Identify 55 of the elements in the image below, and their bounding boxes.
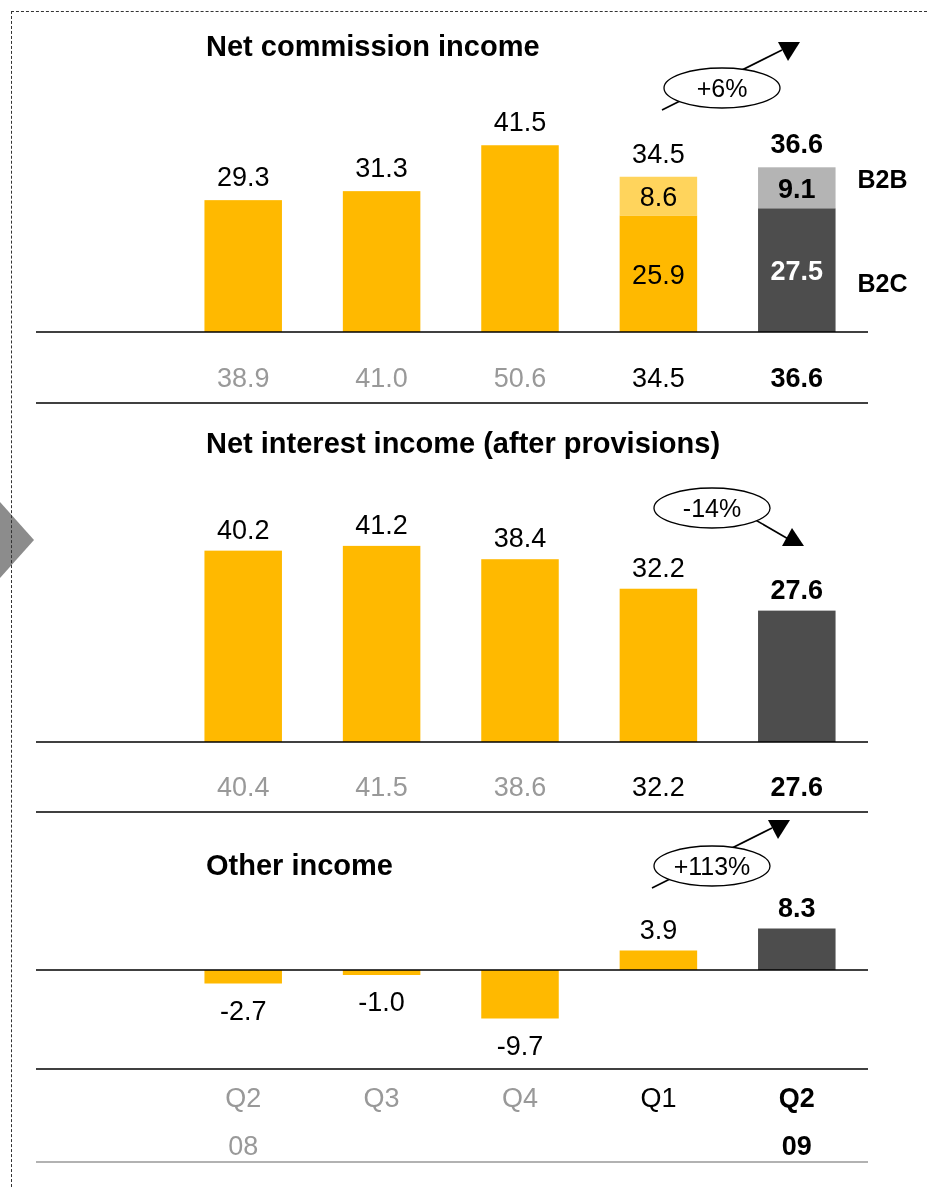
x-tick-label: Q2 <box>778 1083 815 1113</box>
series-label: B2C <box>857 269 908 298</box>
text: 38.9 <box>216 363 270 393</box>
x-tick-label: Q2 <box>225 1083 262 1113</box>
data-label: 27.6 <box>770 574 824 605</box>
bar <box>204 200 282 332</box>
chart-title: Net interest income (after provisions) <box>206 427 721 459</box>
text: 34.5 <box>632 363 685 393</box>
text: +6% <box>696 74 748 102</box>
bar <box>758 167 836 209</box>
series-label: B2B <box>857 164 908 193</box>
chart-title: Other income <box>206 849 393 881</box>
data-label: 27.5 <box>770 256 824 287</box>
data-label: 9.1 <box>778 173 816 204</box>
data-label: 32.2 <box>632 552 685 583</box>
text: 36.6 <box>770 363 824 393</box>
text: 41.0 <box>355 363 408 393</box>
data-label: 3.9 <box>639 914 678 945</box>
data-label: -9.7 <box>496 1030 544 1061</box>
total-label: 41.5 <box>493 107 547 138</box>
text: 38.6 <box>493 772 547 802</box>
total-label: 29.3 <box>216 162 270 193</box>
text: -14% <box>682 494 742 522</box>
bar <box>342 545 421 742</box>
bar <box>619 588 698 742</box>
total-label: 31.3 <box>355 153 408 184</box>
bar <box>758 208 836 332</box>
total-label: 34.5 <box>632 138 685 169</box>
data-label: 8.6 <box>639 182 678 213</box>
chart-title: Net commission income <box>206 30 540 62</box>
data-label: 8.3 <box>778 892 816 923</box>
bar <box>619 215 698 332</box>
bar <box>481 559 559 742</box>
bar <box>758 610 836 742</box>
text: 08 <box>228 1131 259 1161</box>
total-label: 36.6 <box>770 129 824 160</box>
text: 40.4 <box>216 772 270 802</box>
data-label: 25.9 <box>632 259 685 290</box>
text: +113% <box>673 852 751 880</box>
text: 27.6 <box>770 772 824 802</box>
data-label: 41.2 <box>355 509 408 540</box>
text: 09 <box>781 1131 812 1161</box>
x-tick-label: Q1 <box>640 1083 677 1113</box>
data-label: 40.2 <box>216 514 270 545</box>
bar <box>342 191 421 332</box>
bar <box>481 145 559 332</box>
x-tick-label: Q3 <box>363 1083 400 1113</box>
data-label: -1.0 <box>358 987 405 1017</box>
bar <box>204 550 282 742</box>
text: 32.2 <box>632 772 685 802</box>
data-label: 38.4 <box>493 523 547 554</box>
text: 41.5 <box>355 772 408 802</box>
x-tick-label: Q4 <box>501 1083 539 1113</box>
data-label: -2.7 <box>219 995 267 1026</box>
text: 50.6 <box>493 363 547 393</box>
